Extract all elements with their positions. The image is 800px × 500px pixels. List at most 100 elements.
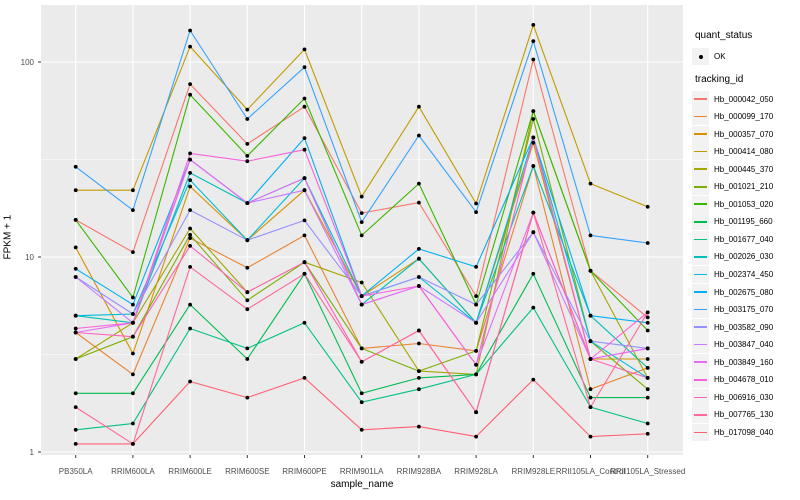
line-key-icon (692, 336, 709, 354)
data-point (531, 57, 536, 62)
data-point (131, 442, 135, 446)
data-point (131, 295, 135, 300)
data-point (302, 260, 307, 265)
data-point (531, 377, 536, 382)
data-point (188, 82, 193, 86)
legend-item-label: Hb_000445_370 (714, 164, 774, 174)
series-color-swatch (694, 168, 707, 170)
data-point (302, 233, 307, 238)
x-tick-label: RRII105LA_Stressed (610, 467, 686, 476)
data-point (645, 387, 650, 392)
legend-item-label: Hb_007765_130 (714, 410, 774, 420)
data-point (245, 307, 250, 312)
data-point (302, 188, 307, 193)
data-point (645, 204, 650, 209)
series-color-swatch (694, 343, 707, 346)
data-point (417, 376, 421, 380)
data-point (588, 434, 593, 439)
data-point (359, 391, 364, 396)
data-point (188, 178, 193, 183)
data-point (417, 328, 421, 333)
data-point (131, 351, 135, 356)
data-point (245, 346, 250, 351)
legend-item-label: Hb_000414_080 (714, 147, 774, 157)
data-point (645, 431, 650, 436)
series-color-swatch (694, 361, 707, 364)
y-axis-title: FPKM + 1 (2, 214, 14, 260)
data-point (245, 238, 250, 243)
series-color-swatch (694, 150, 707, 153)
data-point (73, 188, 78, 193)
data-point (73, 330, 78, 335)
y-tick-label: 10 (25, 252, 34, 262)
data-point (245, 142, 250, 146)
data-point (188, 92, 193, 97)
data-point (417, 247, 421, 251)
data-point (73, 357, 78, 361)
data-point (302, 218, 307, 223)
data-point (188, 265, 193, 269)
data-point (474, 372, 478, 377)
data-point (302, 176, 307, 181)
line-key-icon (692, 423, 709, 441)
line-key-icon (692, 388, 709, 406)
legend-item-label: Hb_017098_040 (714, 427, 774, 437)
data-point (588, 233, 593, 238)
data-point (188, 302, 193, 307)
data-point (245, 117, 250, 121)
series-color-swatch (694, 221, 707, 223)
data-point (588, 387, 593, 392)
data-point (302, 147, 307, 152)
data-point (417, 284, 421, 288)
x-tick-label: RRIM928LA (454, 467, 498, 476)
x-tick-label: RRIM901LA (339, 467, 384, 476)
data-point (417, 341, 421, 346)
data-point (417, 200, 421, 205)
legend-item-label: Hb_002675_080 (714, 287, 774, 297)
legend-item-label: Hb_001021_210 (714, 182, 774, 192)
point-key-icon (692, 48, 709, 65)
data-point (531, 164, 536, 168)
legend-item-label: Hb_003849_160 (714, 357, 774, 367)
data-point (131, 391, 135, 396)
data-point (188, 44, 193, 49)
data-point (245, 107, 250, 112)
data-point (417, 104, 421, 109)
data-point (131, 188, 135, 193)
data-point (188, 184, 193, 189)
data-point (588, 268, 593, 273)
data-point (588, 339, 593, 344)
data-point (245, 154, 250, 158)
data-point (417, 387, 421, 392)
legend-item-label: OK (714, 52, 726, 61)
data-point (474, 320, 478, 325)
line-key-icon (692, 266, 709, 283)
legend-item-label: Hb_001053_020 (714, 199, 774, 209)
line-key-icon (692, 160, 709, 178)
legend-item-label: Hb_000357_070 (714, 129, 774, 139)
data-point (359, 400, 364, 405)
legend-item-label: Hb_001195_660 (714, 217, 773, 227)
data-point (359, 220, 364, 225)
legend-item-label: Hb_002374_450 (714, 270, 774, 279)
data-point (474, 349, 478, 353)
data-point (245, 357, 250, 361)
series-color-swatch (694, 98, 707, 100)
line-key-icon (692, 195, 709, 213)
line-key-icon (692, 301, 709, 319)
x-tick-label: RRIM928BA (396, 467, 442, 476)
data-point (131, 334, 135, 339)
data-point (245, 290, 250, 295)
data-point (531, 23, 536, 27)
data-point (531, 210, 536, 215)
data-point (474, 302, 478, 307)
x-tick-label: RRIM600PE (282, 467, 327, 476)
data-point (588, 405, 593, 409)
series-color-swatch (694, 396, 707, 399)
data-point (302, 104, 307, 109)
legend-item-label: Hb_002026_030 (714, 252, 774, 262)
data-point (73, 442, 78, 446)
data-point (588, 313, 593, 318)
data-point (417, 181, 421, 186)
data-point (188, 151, 193, 156)
